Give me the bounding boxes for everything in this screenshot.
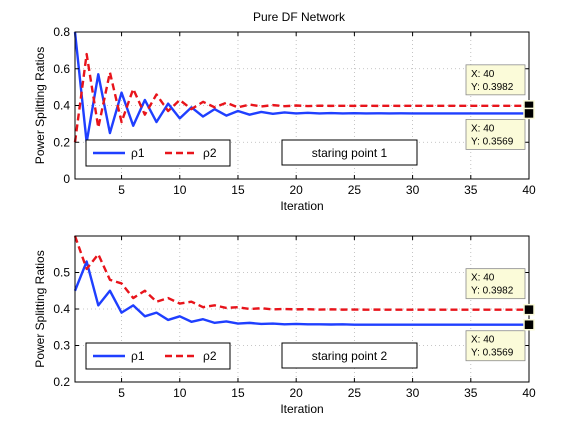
datatip-box — [465, 64, 526, 96]
y-tick-label: 0.3 — [53, 339, 70, 353]
datatip-text: X: 40 — [471, 273, 495, 284]
annotation-text: staring point 2 — [312, 349, 388, 363]
x-tick-label: 15 — [231, 183, 245, 197]
datatip-marker — [523, 303, 535, 316]
datatip-box — [465, 330, 526, 362]
annotation-text: staring point 1 — [312, 146, 388, 160]
y-tick-label: 0.2 — [53, 135, 70, 149]
y-tick-label: 0.4 — [53, 99, 70, 113]
x-tick-label: 15 — [231, 386, 245, 400]
series-line-1 — [73, 260, 530, 326]
datatip-text: X: 40 — [471, 335, 495, 346]
figure-title: Pure DF Network — [253, 10, 346, 24]
series-line-2 — [73, 235, 529, 311]
x-tick-label: 20 — [289, 183, 303, 197]
legend: ρ1 ρ2 — [85, 139, 231, 167]
datatip-text: Y: 0.3982 — [471, 82, 514, 93]
series-line-2 — [73, 52, 529, 143]
y-tick-label: 0 — [63, 172, 70, 186]
y-tick-label: 0.6 — [53, 62, 70, 76]
x-axis-label: Iteration — [280, 199, 323, 213]
datatip-box — [465, 268, 526, 300]
x-tick-label: 10 — [173, 386, 187, 400]
x-tick-label: 30 — [406, 183, 420, 197]
datatip-marker — [523, 318, 535, 331]
series-line-1 — [73, 31, 530, 144]
datatip-2: X: 40 Y: 0.3569 — [465, 318, 535, 362]
datatip-text: X: 40 — [471, 69, 495, 80]
annotation-box — [281, 342, 418, 369]
y-tick-label: 0.5 — [53, 266, 70, 280]
datatip-text: Y: 0.3982 — [471, 286, 514, 297]
legend: ρ1 ρ2 — [85, 342, 231, 370]
x-tick-label: 40 — [522, 183, 536, 197]
x-tick-label: 5 — [118, 183, 125, 197]
y-tick-label: 0.4 — [53, 302, 70, 316]
x-tick-label: 10 — [173, 183, 187, 197]
y-tick-label: 0.2 — [53, 375, 70, 389]
x-tick-label: 30 — [406, 386, 420, 400]
y-axis-label: Power Splitting Ratios — [33, 250, 47, 367]
legend-label-1: ρ1 — [131, 349, 145, 363]
chart-starting-point-1: 5 10 15 20 25 30 35 40 0 0.2 0.4 0.6 0.8 Iteration Pow… — [33, 25, 536, 213]
x-tick-label: 35 — [464, 386, 478, 400]
y-tick-label: 0.8 — [53, 25, 70, 39]
x-tick-label: 25 — [348, 183, 362, 197]
legend-label-2: ρ2 — [203, 146, 217, 160]
legend-label-1: ρ1 — [131, 146, 145, 160]
datatip-1: X: 40 Y: 0.3982 — [465, 64, 535, 112]
datatip-box — [465, 119, 526, 150]
legend-label-2: ρ2 — [203, 349, 217, 363]
x-axis-label: Iteration — [280, 402, 323, 416]
y-axis-label: Power Splitting Ratios — [33, 47, 47, 164]
x-tick-label: 40 — [522, 386, 536, 400]
datatip-text: X: 40 — [471, 123, 495, 134]
x-tick-label: 35 — [464, 183, 478, 197]
x-tick-label: 25 — [348, 386, 362, 400]
datatip-marker — [523, 107, 535, 120]
x-tick-label: 20 — [289, 386, 303, 400]
datatip-text: Y: 0.3569 — [471, 348, 514, 359]
datatip-2: X: 40 Y: 0.3569 — [465, 107, 535, 150]
annotation-box — [281, 139, 418, 166]
datatip-1: X: 40 Y: 0.3982 — [465, 268, 535, 316]
x-tick-label: 5 — [118, 386, 125, 400]
datatip-text: Y: 0.3569 — [471, 136, 514, 147]
chart-starting-point-2: 5 10 15 20 25 30 35 40 0.2 0.3 0.4 0.5 Iteration Powe… — [33, 235, 536, 416]
